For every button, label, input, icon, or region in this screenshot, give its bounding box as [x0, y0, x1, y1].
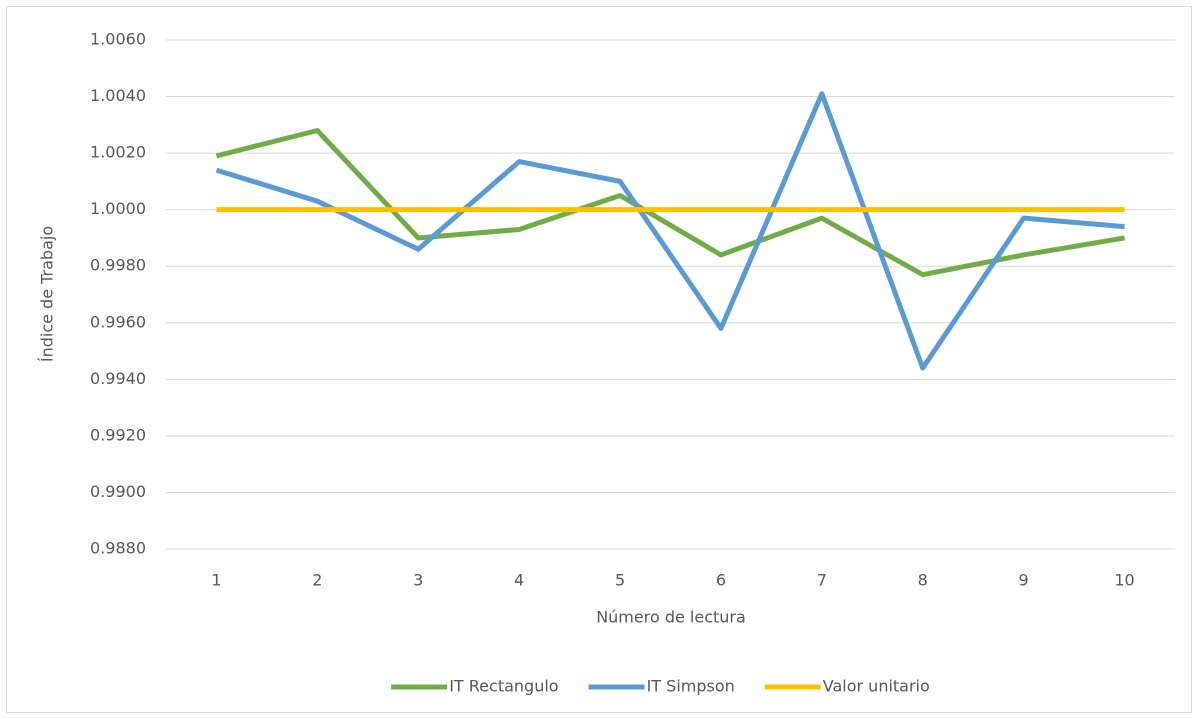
x-tick-label: 4	[514, 571, 524, 590]
x-tick-label: 1	[211, 571, 221, 590]
x-tick-label: 3	[413, 571, 423, 590]
x-tick-label: 10	[1114, 571, 1134, 590]
line-series	[215, 127, 1125, 278]
x-tick-label: 9	[1019, 571, 1029, 590]
legend-label: IT Rectangulo	[449, 677, 558, 696]
legend-label: IT Simpson	[647, 677, 735, 696]
y-tick-label: 0.9940	[90, 369, 146, 388]
y-tick-label: 0.9900	[90, 482, 146, 501]
y-tick-label: 0.9880	[90, 539, 146, 558]
y-tick-label: 0.9920	[90, 425, 146, 444]
legend-label: Valor unitario	[823, 677, 930, 696]
y-tick-label: 0.9980	[90, 256, 146, 275]
line-series	[215, 91, 1125, 371]
x-tick-label: 5	[615, 571, 625, 590]
x-tick-label: 2	[312, 571, 322, 590]
y-tick-label: 1.0020	[90, 143, 146, 162]
x-tick-label: 7	[817, 571, 827, 590]
y-tick-label: 1.0000	[90, 199, 146, 218]
x-tick-label: 8	[918, 571, 928, 590]
x-axis-title: Número de lectura	[596, 608, 746, 627]
y-tick-label: 1.0040	[90, 86, 146, 105]
y-axis-title: Índice de Trabajo	[38, 226, 57, 362]
y-tick-label: 0.9960	[90, 312, 146, 331]
y-tick-label: 1.0060	[90, 30, 146, 49]
chart-frame	[6, 6, 1192, 713]
x-tick-label: 6	[716, 571, 726, 590]
